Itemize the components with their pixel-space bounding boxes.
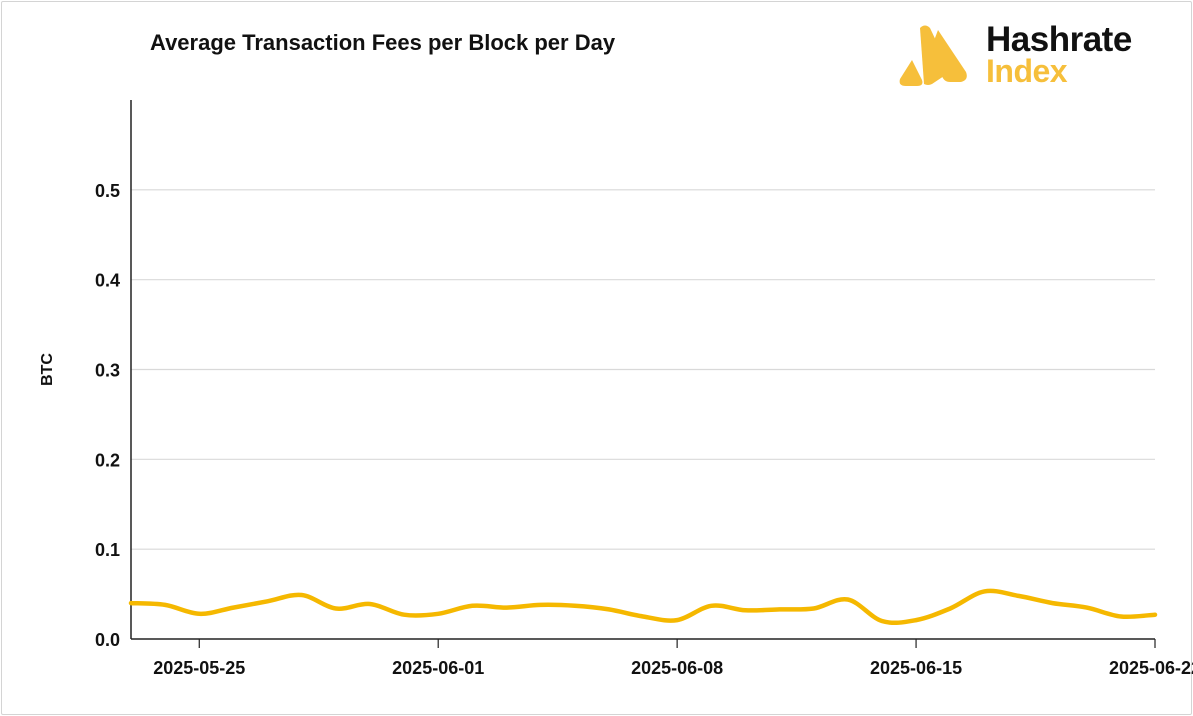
y-tick-label: 0.2 (95, 450, 120, 470)
x-tick-label: 2025-06-08 (631, 658, 723, 678)
hashrate-logo-icon (899, 25, 967, 86)
y-tick-label: 0.0 (95, 630, 120, 650)
x-tick-label: 2025-06-15 (870, 658, 962, 678)
x-tick-label: 2025-06-22 (1109, 658, 1193, 678)
x-tick-label: 2025-06-01 (392, 658, 484, 678)
y-axis-label: BTC (39, 353, 56, 386)
hashrate-index-logo: Hashrate Index (898, 20, 1168, 89)
logo-word-hashrate: Hashrate (986, 20, 1132, 59)
x-axis-ticks: 2025-05-25 2025-06-01 2025-06-08 2025-06-15… (153, 639, 1193, 678)
x-tick-label: 2025-05-25 (153, 658, 245, 678)
y-tick-label: 0.1 (95, 540, 120, 560)
y-tick-label: 0.5 (95, 181, 120, 201)
y-axis-ticks: 0.0 0.1 0.2 0.3 0.4 0.5 (95, 181, 120, 650)
chart-title: Average Transaction Fees per Block per D… (150, 30, 616, 55)
series-group (128, 588, 1158, 626)
y-tick-label: 0.3 (95, 361, 120, 381)
grid-lines (131, 189, 1155, 550)
logo-word-index: Index (986, 53, 1068, 89)
series-line (128, 588, 1158, 626)
y-tick-label: 0.4 (95, 271, 120, 291)
